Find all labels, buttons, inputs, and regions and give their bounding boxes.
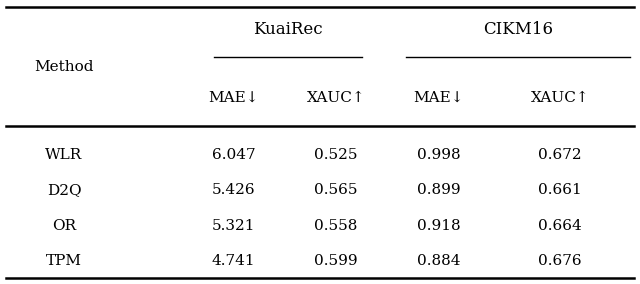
Text: D2Q: D2Q (47, 183, 81, 197)
Text: 0.664: 0.664 (538, 219, 582, 233)
Text: TPM: TPM (46, 254, 82, 268)
Text: 0.558: 0.558 (314, 219, 358, 233)
Text: 0.525: 0.525 (314, 148, 358, 162)
Text: 5.321: 5.321 (212, 219, 255, 233)
Text: 0.676: 0.676 (538, 254, 582, 268)
Text: 0.998: 0.998 (417, 148, 460, 162)
Text: 4.741: 4.741 (212, 254, 255, 268)
Text: 0.672: 0.672 (538, 148, 582, 162)
Text: 0.899: 0.899 (417, 183, 460, 197)
Text: MAE↓: MAE↓ (209, 91, 259, 105)
Text: XAUC↑: XAUC↑ (307, 91, 365, 105)
Text: 0.661: 0.661 (538, 183, 582, 197)
Text: 0.918: 0.918 (417, 219, 460, 233)
Text: CIKM16: CIKM16 (483, 21, 554, 38)
Text: 6.047: 6.047 (212, 148, 255, 162)
Text: OR: OR (52, 219, 76, 233)
Text: XAUC↑: XAUC↑ (531, 91, 589, 105)
Text: 0.599: 0.599 (314, 254, 358, 268)
Text: Method: Method (35, 60, 93, 74)
Text: KuaiRec: KuaiRec (253, 21, 323, 38)
Text: MAE↓: MAE↓ (413, 91, 463, 105)
Text: 0.884: 0.884 (417, 254, 460, 268)
Text: WLR: WLR (45, 148, 83, 162)
Text: 5.426: 5.426 (212, 183, 255, 197)
Text: 0.565: 0.565 (314, 183, 358, 197)
